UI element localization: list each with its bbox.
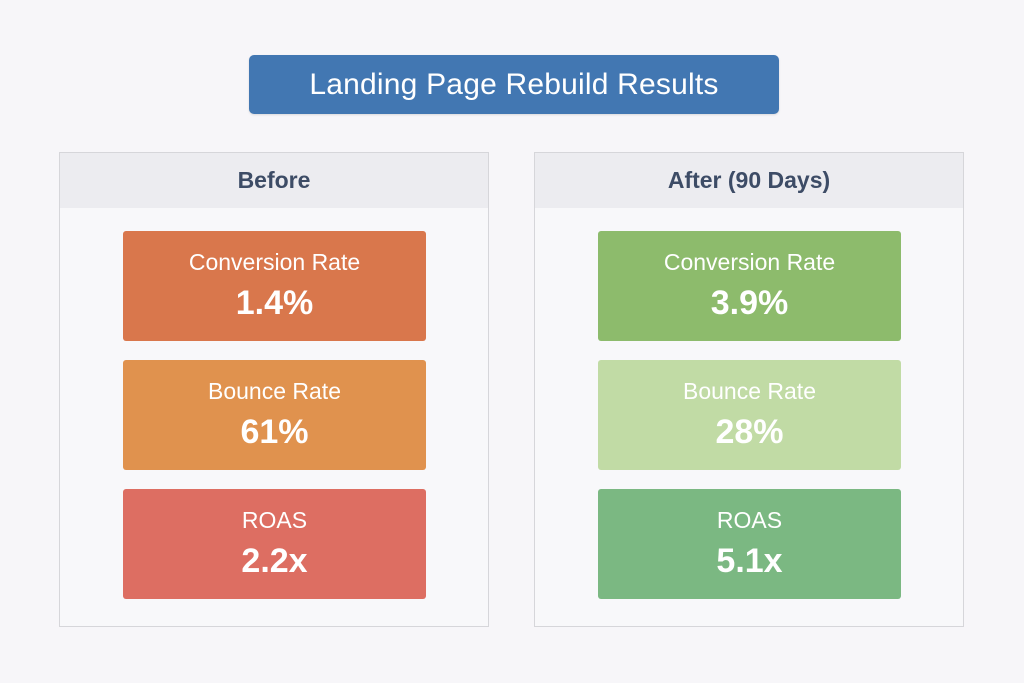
metric-label: Conversion Rate [188,249,361,275]
after-panel: After (90 Days) Conversion Rate 3.9% Bou… [534,152,964,627]
metric-label: Bounce Rate [683,378,816,404]
metric-value: 61% [240,413,309,451]
metric-value: 28% [715,413,784,451]
metric-card-roas: ROAS 2.2x [123,489,426,599]
metric-label: Bounce Rate [208,378,341,404]
panel-heading: Before [60,153,488,208]
metric-card-conversion-rate: Conversion Rate 3.9% [598,231,901,341]
metric-value: 3.9% [710,284,789,322]
metric-value: 1.4% [235,284,314,322]
metric-label: Conversion Rate [663,249,836,275]
metric-label: ROAS [241,507,308,533]
metric-value: 2.2x [241,542,308,580]
page-title: Landing Page Rebuild Results [249,55,779,114]
metric-value: 5.1x [716,542,783,580]
panel-heading: After (90 Days) [535,153,963,208]
metric-card-conversion-rate: Conversion Rate 1.4% [123,231,426,341]
metric-label: ROAS [716,507,783,533]
metric-card-roas: ROAS 5.1x [598,489,901,599]
before-panel: Before Conversion Rate 1.4% Bounce Rate … [59,152,489,627]
metric-card-bounce-rate: Bounce Rate 28% [598,360,901,470]
metric-card-bounce-rate: Bounce Rate 61% [123,360,426,470]
